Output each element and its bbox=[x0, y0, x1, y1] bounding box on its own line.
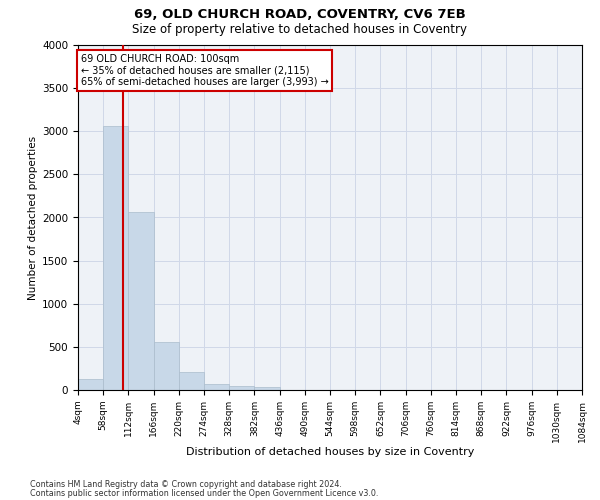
Text: Contains HM Land Registry data © Crown copyright and database right 2024.: Contains HM Land Registry data © Crown c… bbox=[30, 480, 342, 489]
Bar bbox=[254, 386, 280, 390]
Bar bbox=[128, 212, 154, 390]
X-axis label: Distribution of detached houses by size in Coventry: Distribution of detached houses by size … bbox=[186, 448, 474, 458]
Bar bbox=[154, 342, 179, 390]
Y-axis label: Number of detached properties: Number of detached properties bbox=[28, 136, 38, 300]
Bar bbox=[204, 384, 229, 390]
Text: Contains public sector information licensed under the Open Government Licence v3: Contains public sector information licen… bbox=[30, 488, 379, 498]
Bar bbox=[103, 126, 128, 390]
Bar bbox=[78, 379, 103, 390]
Bar bbox=[179, 372, 204, 390]
Text: 69, OLD CHURCH ROAD, COVENTRY, CV6 7EB: 69, OLD CHURCH ROAD, COVENTRY, CV6 7EB bbox=[134, 8, 466, 20]
Text: Size of property relative to detached houses in Coventry: Size of property relative to detached ho… bbox=[133, 22, 467, 36]
Text: 69 OLD CHURCH ROAD: 100sqm
← 35% of detached houses are smaller (2,115)
65% of s: 69 OLD CHURCH ROAD: 100sqm ← 35% of deta… bbox=[81, 54, 329, 87]
Bar bbox=[229, 386, 254, 390]
